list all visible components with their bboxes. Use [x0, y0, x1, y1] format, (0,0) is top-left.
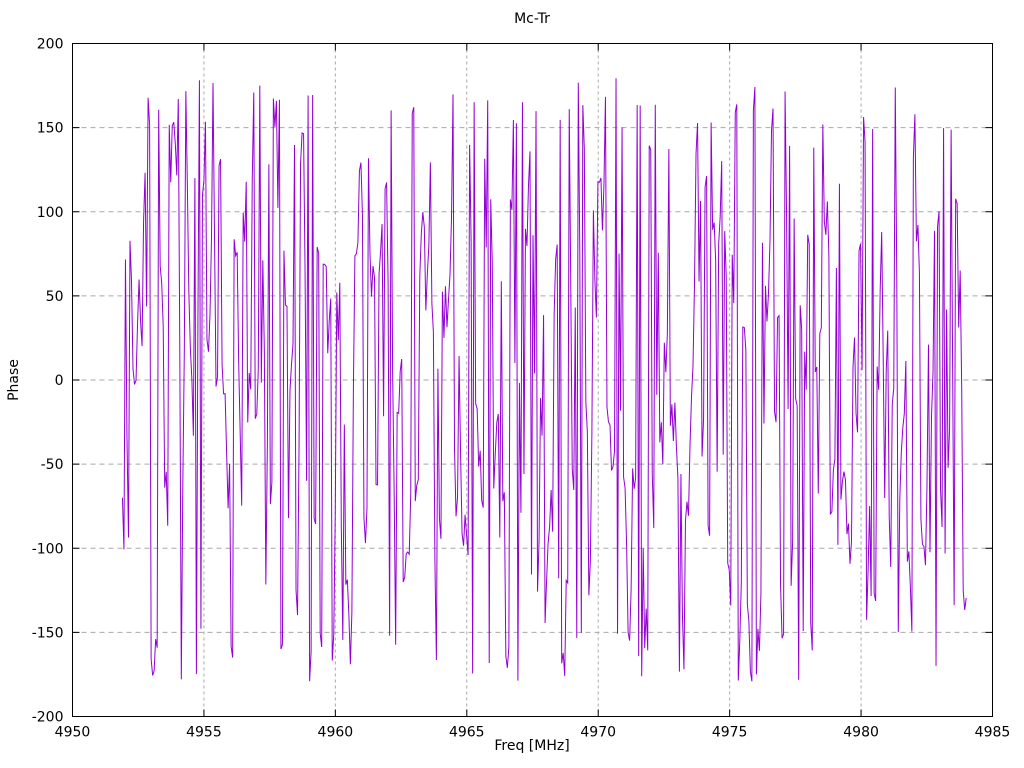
y-tick-label: 50 — [46, 289, 64, 305]
x-tick-label: 4980 — [843, 725, 879, 741]
x-tick-label: 4965 — [449, 725, 485, 741]
x-tick-label: 4975 — [712, 725, 748, 741]
y-tick-label: -100 — [32, 541, 64, 557]
y-tick-label: 150 — [37, 121, 64, 137]
y-tick-label: 100 — [37, 205, 64, 221]
y-tick-label: -50 — [41, 457, 64, 473]
x-tick-label: 4950 — [55, 725, 91, 741]
y-tick-label: 200 — [37, 37, 64, 53]
y-tick-label: -200 — [32, 710, 64, 726]
y-tick-label: 0 — [55, 373, 64, 389]
x-tick-label: 4955 — [186, 725, 222, 741]
x-tick-label: 4985 — [975, 725, 1011, 741]
x-tick-label: 4970 — [580, 725, 616, 741]
x-tick-label: 4960 — [318, 725, 354, 741]
phase-trace — [121, 78, 967, 682]
y-tick-label: -150 — [32, 625, 64, 641]
chart-title: Mc-Tr — [514, 11, 550, 27]
x-axis-label: Freq [MHz] — [494, 738, 570, 754]
